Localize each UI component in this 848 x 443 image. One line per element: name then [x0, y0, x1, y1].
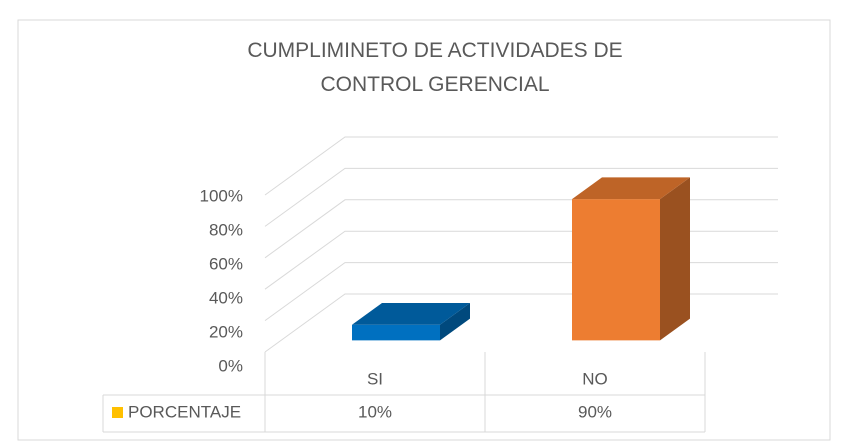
grid-line — [264, 136, 778, 196]
x-tick-label: NO — [582, 369, 608, 388]
y-tick-label: 80% — [209, 220, 243, 239]
y-tick-label: 40% — [209, 288, 243, 307]
legend-label: PORCENTAJE — [128, 402, 241, 421]
bar-top — [352, 302, 470, 325]
grid-line — [264, 167, 778, 227]
chart-title: CUMPLIMINETO DE ACTIVIDADES DE CONTROL G… — [247, 39, 623, 96]
y-tick-label: 60% — [209, 254, 243, 273]
bar-front — [572, 199, 660, 341]
legend-key — [112, 407, 123, 418]
y-tick-label: 20% — [209, 322, 243, 341]
x-tick-label: SI — [367, 369, 383, 388]
bar-top — [572, 177, 690, 200]
bar-side — [660, 177, 690, 341]
y-tick-label: 100% — [200, 186, 243, 205]
chart-border — [17, 19, 831, 441]
table-value: 90% — [578, 402, 612, 421]
y-tick-label: 0% — [218, 356, 243, 375]
bar-front — [352, 324, 440, 341]
bar — [352, 302, 470, 341]
bar — [572, 177, 690, 341]
table-value: 10% — [358, 402, 392, 421]
bar-side — [440, 302, 470, 341]
